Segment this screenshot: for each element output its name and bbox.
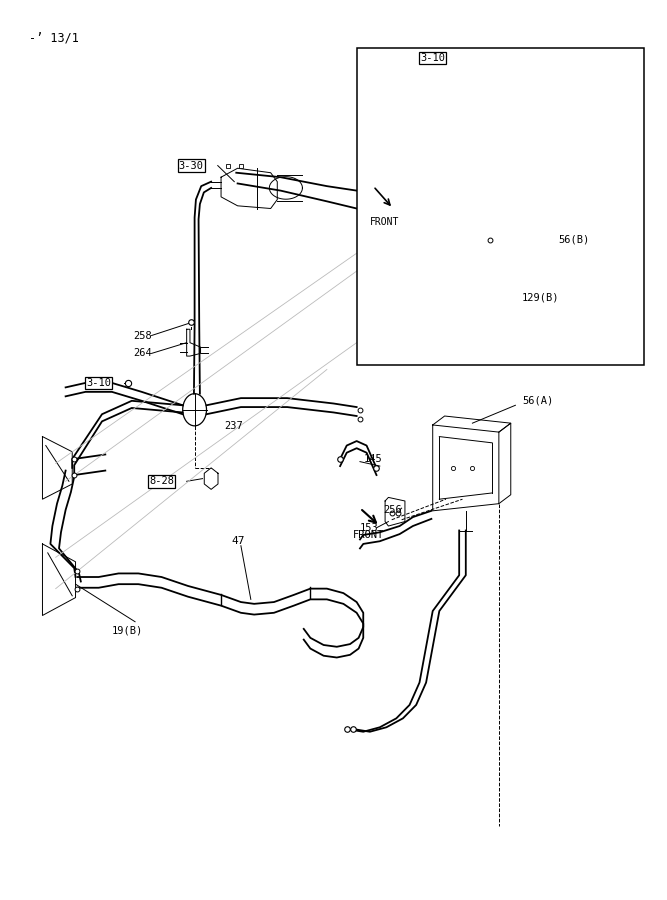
Text: 129(B): 129(B) <box>522 292 560 303</box>
Text: 56(B): 56(B) <box>558 235 590 245</box>
Text: FRONT: FRONT <box>370 217 400 227</box>
Text: 3-10: 3-10 <box>420 53 445 63</box>
Text: 3-30: 3-30 <box>179 160 204 171</box>
Text: 19(B): 19(B) <box>112 626 143 635</box>
Text: 3-10: 3-10 <box>86 378 111 388</box>
Text: 264: 264 <box>133 348 152 358</box>
Text: 153: 153 <box>360 523 379 533</box>
Text: FRONT: FRONT <box>354 530 385 540</box>
Text: 47: 47 <box>231 536 245 546</box>
Text: 8-28: 8-28 <box>149 476 174 486</box>
Text: 258: 258 <box>133 330 152 340</box>
Text: 237: 237 <box>224 421 243 431</box>
Bar <box>357 48 644 365</box>
Text: 145: 145 <box>364 454 382 464</box>
Text: 256: 256 <box>383 505 402 515</box>
Text: -’ 13/1: -’ 13/1 <box>29 32 79 44</box>
Text: 56(A): 56(A) <box>522 396 553 406</box>
